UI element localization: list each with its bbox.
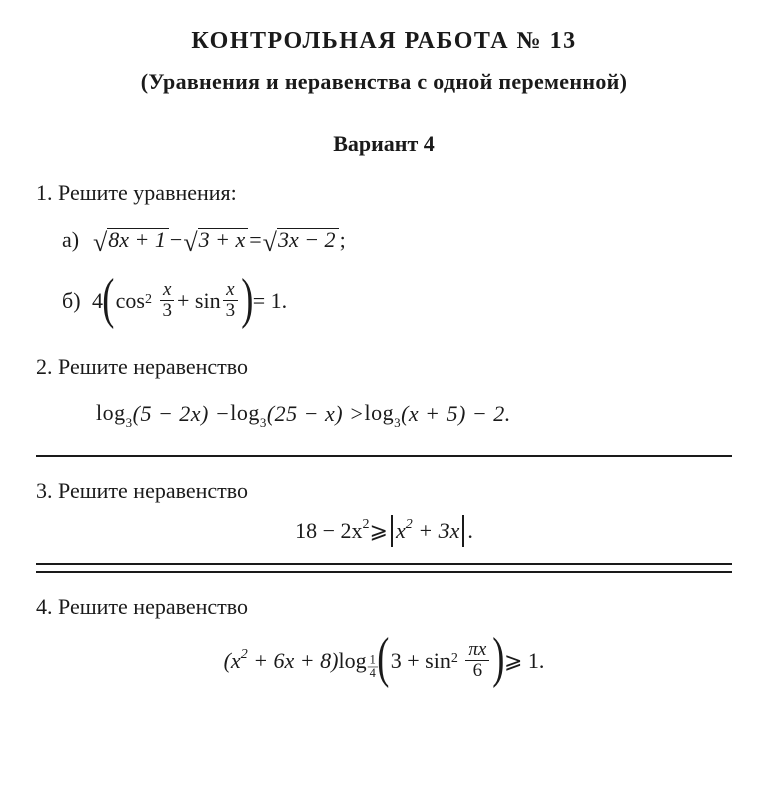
eq-tail: .	[467, 515, 473, 547]
frac-num: x	[223, 280, 237, 301]
frac-num: πx	[465, 640, 489, 661]
divider-double	[36, 563, 732, 573]
page-title: КОНТРОЛЬНАЯ РАБОТА № 13	[36, 28, 732, 55]
minus-sign: −	[170, 224, 182, 256]
problem-2-stem: 2. Решите неравенство	[36, 351, 732, 383]
equals-sign: =	[249, 224, 261, 256]
eq-rhs: = 1.	[253, 285, 287, 317]
sqrt-2: √ 3 + x	[183, 228, 248, 252]
page-subtitle: (Уравнения и неравенства с одной перемен…	[36, 69, 732, 95]
lhs: 18 − 2x2	[295, 515, 369, 547]
problem-3-stem: 3. Решите неравенство	[36, 475, 732, 507]
term-3: (x + 5) − 2.	[401, 398, 511, 430]
ge-sign: ⩾	[370, 515, 388, 547]
term-1: (5 − 2x) −	[133, 398, 231, 430]
sqrt-2-body: 3 + x	[198, 228, 249, 252]
variant-heading: Вариант 4	[36, 131, 732, 157]
sqrt-1: √ 8x + 1	[93, 228, 169, 252]
frac-den: 6	[470, 661, 486, 681]
plus-sin: + sin	[177, 285, 221, 317]
problem-4: 4. Решите неравенство (x2 + 6x + 8) log …	[36, 591, 732, 685]
big-paren: ( cos2 x 3 + sin x 3 )	[103, 277, 253, 325]
problem-4-stem: 4. Решите неравенство	[36, 591, 732, 623]
log-base-frac: log 1 4	[338, 640, 378, 681]
sqrt-1-body: 8x + 1	[107, 228, 169, 252]
problem-2-equation: log3 (5 − 2x) − log3 (25 − x) > log3 (x …	[96, 391, 732, 437]
problem-4-equation: (x2 + 6x + 8) log 1 4 ( 3 + sin2 πx	[36, 636, 732, 684]
problem-3-equation: 18 − 2x2 ⩾ x2 + 3x .	[36, 515, 732, 547]
problem-1b-label: б)	[62, 285, 92, 317]
abs-expr: x2 + 3x	[388, 515, 467, 547]
ge-sign-2: ⩾ 1.	[504, 645, 544, 677]
cos-fn: cos	[116, 285, 145, 317]
frac-pix-over-6: πx 6	[465, 640, 489, 681]
problem-1a-label: а)	[62, 224, 92, 256]
sqrt-3-body: 3x − 2	[277, 228, 339, 252]
frac-den: 3	[223, 301, 239, 321]
big-paren-2: ( 3 + sin2 πx 6 )	[378, 636, 504, 684]
sin-exp: 2	[451, 649, 458, 669]
frac-x-over-3-b: x 3	[223, 280, 239, 321]
problem-1b-equation: б) 4 ( cos2 x 3 + sin x 3	[62, 269, 732, 333]
worksheet-page: КОНТРОЛЬНАЯ РАБОТА № 13 (Уравнения и нер…	[0, 0, 768, 801]
sqrt-3: √ 3x − 2	[263, 228, 339, 252]
inner-lead: 3 + sin	[391, 645, 451, 677]
problem-2: 2. Решите неравенство log3 (5 − 2x) − lo…	[36, 351, 732, 437]
cos-exp: 2	[145, 290, 152, 310]
problem-3: 3. Решите неравенство 18 − 2x2 ⩾ x2 + 3x…	[36, 475, 732, 547]
divider-single	[36, 455, 732, 457]
log-1: log3	[96, 397, 133, 431]
log-3: log3	[364, 397, 401, 431]
problem-1-stem: 1. Решите уравнения:	[36, 177, 732, 209]
frac-num: x	[160, 280, 174, 301]
poly-factor: (x2 + 6x + 8)	[224, 645, 339, 677]
frac-den: 3	[159, 301, 175, 321]
eq-tail: ;	[340, 224, 346, 256]
problem-1: 1. Решите уравнения: а) √ 8x + 1 − √ 3 +…	[36, 177, 732, 333]
term-2: (25 − x) >	[267, 398, 365, 430]
frac-x-over-3-a: x 3	[159, 280, 175, 321]
log-2: log3	[230, 397, 267, 431]
problem-1a-equation: а) √ 8x + 1 − √ 3 + x = √ 3x − 2 ;	[62, 217, 732, 263]
